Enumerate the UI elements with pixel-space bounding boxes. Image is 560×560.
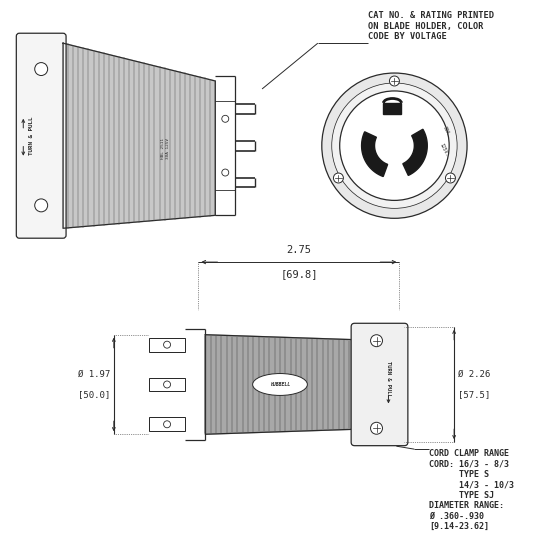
Ellipse shape	[253, 374, 307, 395]
Circle shape	[35, 199, 48, 212]
Circle shape	[333, 173, 343, 183]
Text: CORD CLAMP RANGE
CORD: 16/3 - 8/3
      TYPE S
      14/3 - 10/3
      TYPE SJ
D: CORD CLAMP RANGE CORD: 16/3 - 8/3 TYPE S…	[430, 449, 514, 531]
Circle shape	[164, 341, 171, 348]
Circle shape	[445, 173, 455, 183]
Text: TURN & PULL: TURN & PULL	[29, 116, 34, 155]
Polygon shape	[384, 103, 402, 114]
Polygon shape	[403, 129, 427, 175]
Text: 125V.: 125V.	[439, 142, 450, 157]
Circle shape	[322, 73, 467, 218]
Bar	[148, 377, 185, 391]
Text: CAT NO. & RATING PRINTED
ON BLADE HOLDER, COLOR
CODE BY VOLTAGE: CAT NO. & RATING PRINTED ON BLADE HOLDER…	[367, 11, 493, 41]
Text: [57.5]: [57.5]	[458, 390, 491, 399]
Text: [50.0]: [50.0]	[78, 390, 110, 399]
Text: [69.8]: [69.8]	[280, 269, 318, 279]
Text: HUBBELL: HUBBELL	[270, 382, 290, 387]
Circle shape	[332, 83, 457, 208]
FancyBboxPatch shape	[16, 33, 66, 238]
Circle shape	[164, 421, 171, 428]
Bar	[148, 338, 185, 352]
Circle shape	[389, 76, 399, 86]
Circle shape	[340, 91, 449, 200]
Text: TURN & PULL: TURN & PULL	[386, 361, 391, 396]
Bar	[148, 417, 185, 431]
Circle shape	[222, 169, 228, 176]
Text: Ø 2.26: Ø 2.26	[458, 370, 491, 379]
FancyBboxPatch shape	[351, 323, 408, 446]
Polygon shape	[63, 43, 216, 228]
Circle shape	[371, 422, 382, 434]
Polygon shape	[206, 335, 354, 434]
Circle shape	[222, 115, 228, 122]
Text: 30A.: 30A.	[441, 125, 451, 138]
Polygon shape	[362, 132, 388, 176]
Circle shape	[164, 381, 171, 388]
Circle shape	[371, 335, 382, 347]
Text: Ø 1.97: Ø 1.97	[78, 370, 110, 379]
Text: HBL 2511
30A 125V: HBL 2511 30A 125V	[161, 138, 170, 159]
Text: 2.75: 2.75	[286, 245, 311, 255]
Circle shape	[35, 63, 48, 76]
